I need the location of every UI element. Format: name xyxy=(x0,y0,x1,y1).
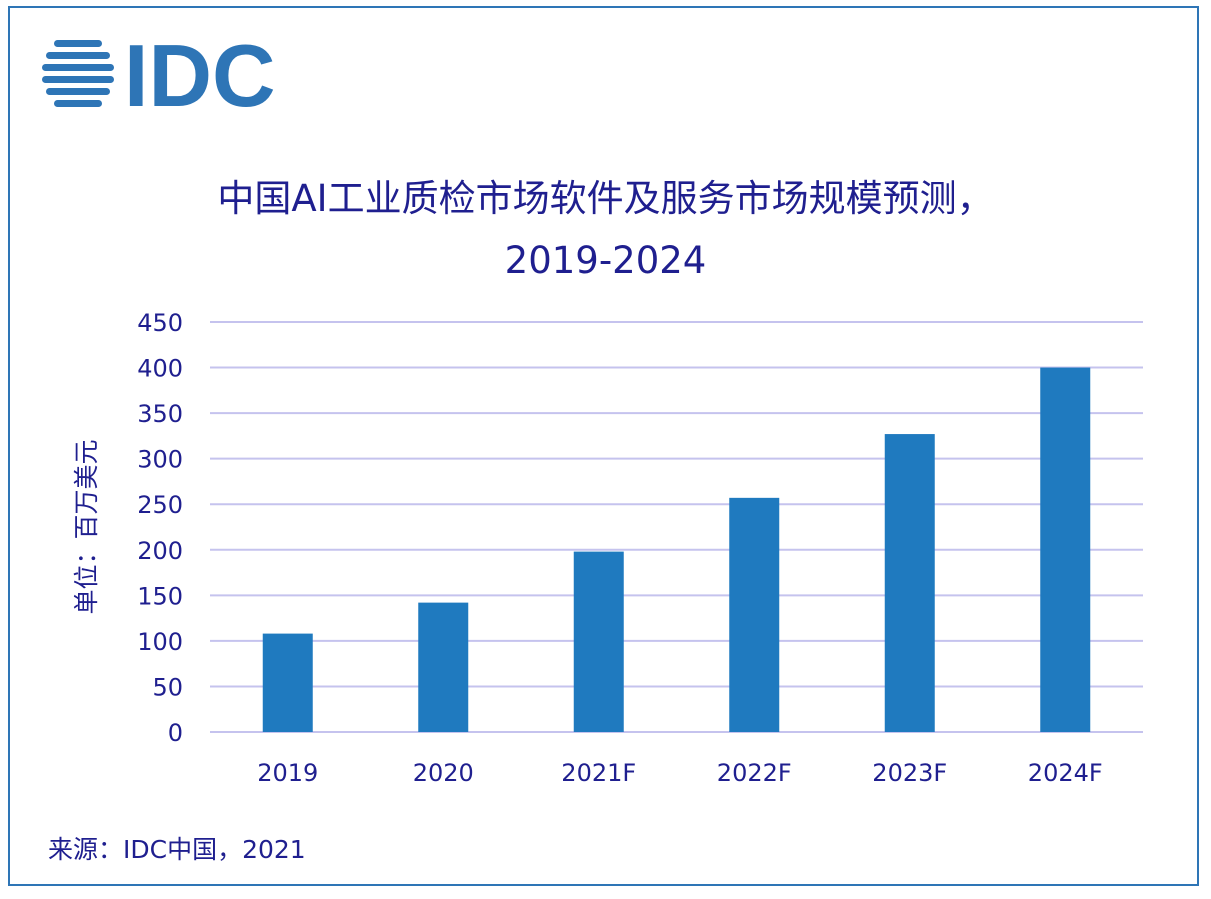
y-tick-label: 400 xyxy=(137,355,183,383)
bar-2021F xyxy=(573,551,624,732)
chart-title-block: 中国AI工业质检市场软件及服务市场规模预测， 2019-2024 xyxy=(60,168,1151,292)
bar-2024F xyxy=(1040,367,1091,732)
y-tick-labels: 0 50 100 150 200 250 300 350 400 450 xyxy=(137,309,183,747)
y-axis-label: 单位：百万美元 xyxy=(72,439,101,614)
globe-stripes-icon xyxy=(42,40,114,107)
y-tick-label: 150 xyxy=(137,582,183,610)
y-tick-label: 0 xyxy=(168,719,183,747)
x-tick-label: 2020 xyxy=(413,759,474,787)
y-tick-label: 450 xyxy=(137,309,183,337)
chart-title: 中国AI工业质检市场软件及服务市场规模预测， xyxy=(217,177,994,220)
bar-2019 xyxy=(262,633,313,732)
chart-frame xyxy=(8,6,1199,886)
y-tick-label: 100 xyxy=(137,628,183,656)
chart-subtitle: 2019-2024 xyxy=(504,239,707,282)
idc-logo: IDC xyxy=(42,34,276,114)
x-tick-label: 2024F xyxy=(1028,759,1103,787)
y-tick-label: 250 xyxy=(137,491,183,519)
grid-lines xyxy=(210,321,1143,733)
x-tick-label: 2019 xyxy=(257,759,318,787)
source-note: 来源：IDC中国，2021 xyxy=(48,835,306,864)
bars xyxy=(262,367,1091,732)
logo-text: IDC xyxy=(124,34,276,114)
y-tick-label: 200 xyxy=(137,537,183,565)
x-tick-label: 2021F xyxy=(561,759,636,787)
bar-2023F xyxy=(884,434,935,732)
x-tick-label: 2023F xyxy=(872,759,947,787)
bar-2020 xyxy=(418,602,469,732)
y-tick-label: 50 xyxy=(152,673,183,701)
y-tick-label: 350 xyxy=(137,400,183,428)
x-tick-labels: 2019 2020 2021F 2022F 2023F 2024F xyxy=(257,759,1102,787)
bar-2022F xyxy=(729,497,780,732)
y-tick-label: 300 xyxy=(137,446,183,474)
x-tick-label: 2022F xyxy=(717,759,792,787)
